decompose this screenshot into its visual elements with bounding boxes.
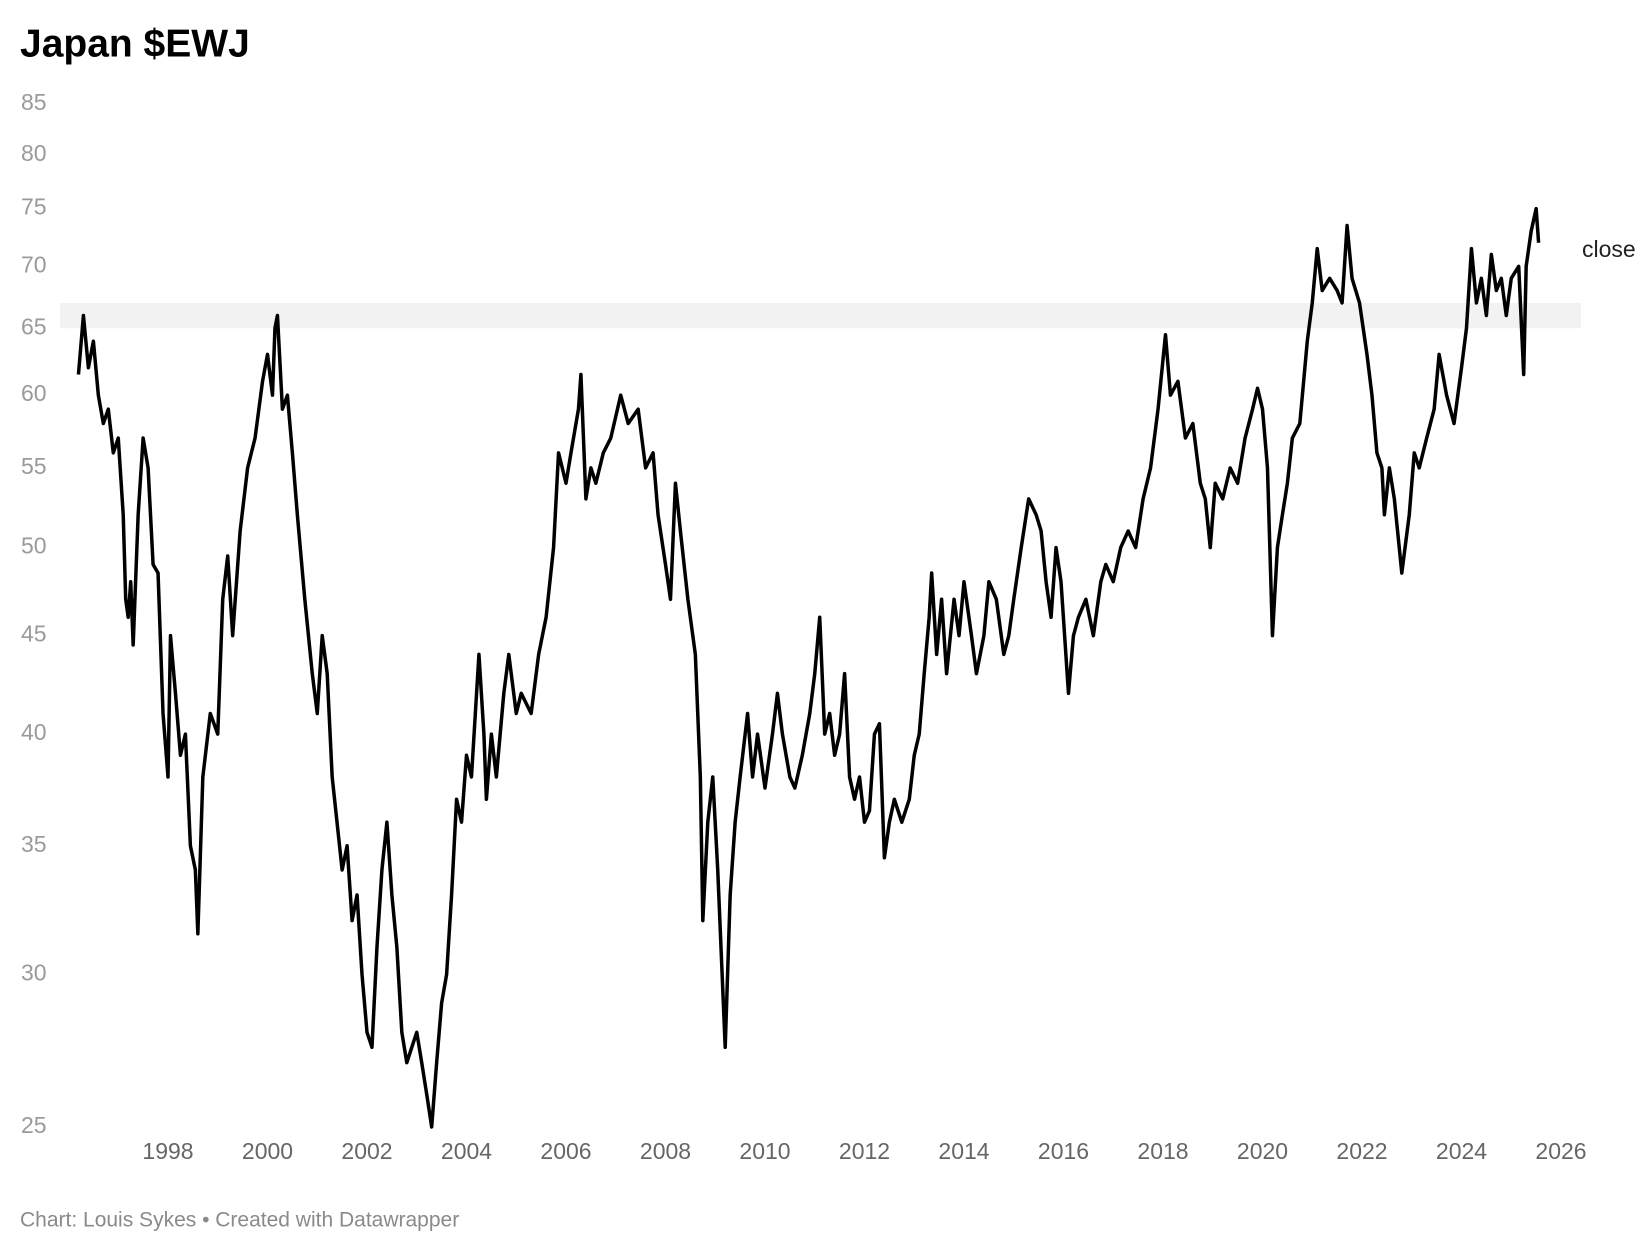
y-tick-label: 65 — [21, 313, 47, 339]
x-tick-label: 2010 — [739, 1138, 790, 1164]
x-tick-label: 2006 — [540, 1138, 591, 1164]
x-tick-label: 2026 — [1535, 1138, 1586, 1164]
line-label: close — [1582, 236, 1636, 262]
x-tick-label: 2014 — [938, 1138, 989, 1164]
x-tick-label: 2012 — [839, 1138, 890, 1164]
x-tick-label: 2000 — [242, 1138, 293, 1164]
chart-title: Japan $EWJ — [20, 22, 250, 65]
line — [76, 206, 1541, 1129]
y-tick-label: 45 — [21, 621, 47, 647]
x-tick-label: 2008 — [640, 1138, 691, 1164]
y-tick-label: 55 — [21, 453, 47, 479]
x-tick-label: 2018 — [1137, 1138, 1188, 1164]
y-tick-label: 40 — [21, 719, 47, 745]
x-tick-label: 2024 — [1436, 1138, 1487, 1164]
y-tick-label: 50 — [21, 533, 47, 559]
x-tick-label: 1998 — [142, 1138, 193, 1164]
y-tick-label: 75 — [21, 194, 47, 220]
y-tick-label: 30 — [21, 960, 47, 986]
y-tick-label: 85 — [21, 89, 47, 115]
x-tick-label: 2016 — [1038, 1138, 1089, 1164]
x-tick-label: 2020 — [1237, 1138, 1288, 1164]
highlight-band — [60, 302, 1581, 329]
x-tick-label: 2002 — [341, 1138, 392, 1164]
y-tick-label: 25 — [21, 1112, 47, 1138]
y-tick-label: 70 — [21, 251, 47, 277]
y-tick-label: 35 — [21, 831, 47, 857]
x-tick-label: 2004 — [441, 1138, 492, 1164]
x-tick-label: 2022 — [1336, 1138, 1387, 1164]
footer: Chart: Louis Sykes • Created with Datawr… — [20, 1209, 459, 1232]
y-tick-label: 80 — [21, 140, 47, 166]
y-tick-label: 60 — [21, 380, 47, 406]
